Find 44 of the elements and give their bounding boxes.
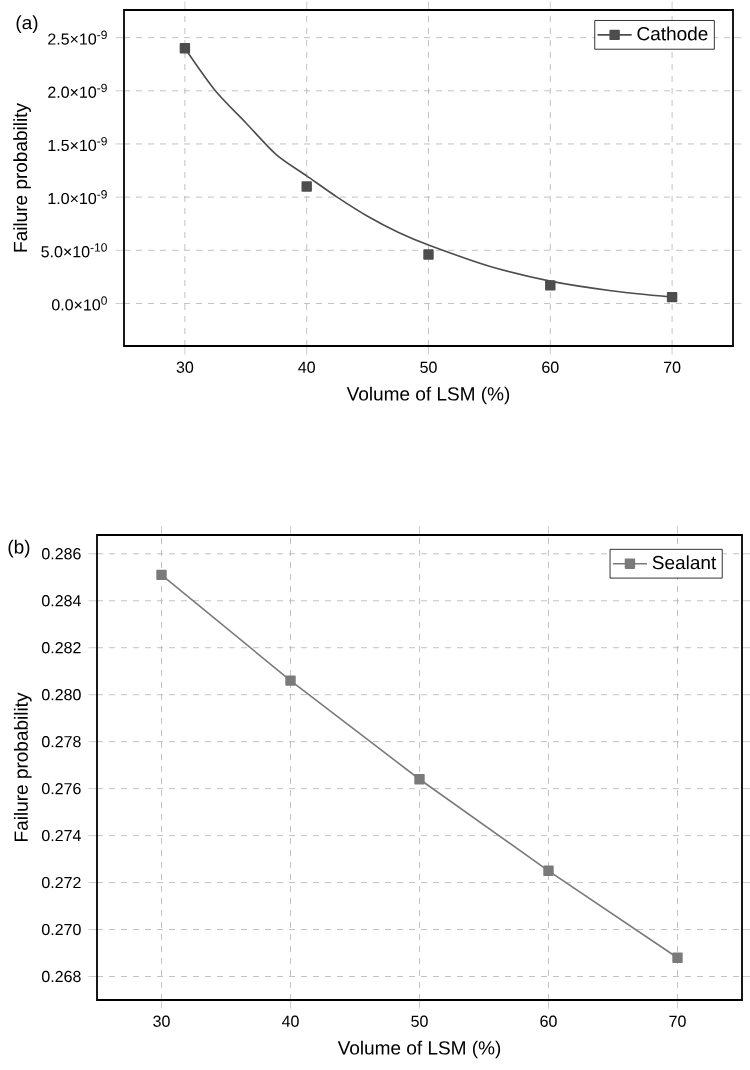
x-tick-label: 50	[420, 361, 437, 373]
y-tick-label: 2.0×10$^{-9}$	[48, 83, 107, 98]
y-tick-label: 0.272	[41, 876, 81, 889]
legend-label: Sealant	[652, 555, 717, 570]
point	[672, 952, 683, 963]
point	[285, 675, 296, 686]
y-tick-label: 0.284	[41, 595, 81, 607]
y-tick-label: 0.270	[41, 923, 81, 936]
y-axis-title: Failure probability	[13, 692, 32, 841]
point	[543, 865, 554, 877]
y-tick-label: 0.286	[41, 548, 81, 560]
x-tick-label: 60	[542, 361, 559, 373]
y-tick-label: 1.0×10$^{-9}$	[48, 190, 107, 205]
x-tick-label: 40	[298, 361, 315, 373]
point	[301, 181, 312, 192]
x-axis-title: Volume of LSM (%)	[337, 1040, 501, 1059]
y-tick-label: 1.5×10$^{-9}$	[48, 136, 107, 152]
point	[666, 291, 678, 303]
y-tick-label: 0.276	[41, 782, 81, 795]
y-tick-label: 0.0×10$^{0}$	[51, 296, 107, 311]
y-tick-label: 0.268	[41, 970, 81, 983]
y-tick-label: 0.280	[41, 689, 81, 701]
legend-label: Cathode	[637, 26, 708, 41]
y-tick-label: 2.5×10$^{-9}$	[48, 30, 107, 45]
text: (a)	[16, 15, 38, 34]
y-tick-label: 0.274	[41, 829, 81, 842]
point	[414, 774, 425, 785]
x-tick-label: 30	[153, 1015, 170, 1027]
text: (b)	[8, 539, 30, 558]
x-axis-title: Volume of LSM (%)	[346, 386, 510, 405]
x-tick-label: 50	[411, 1015, 428, 1027]
x-tick-label: 30	[176, 361, 194, 373]
point	[156, 569, 167, 581]
y-tick-label: 0.282	[41, 642, 81, 654]
point	[179, 43, 191, 54]
y-tick-label: 5.0×10$^{-10}$	[41, 243, 107, 258]
point	[545, 280, 556, 291]
y-tick-label: 0.278	[41, 736, 81, 748]
x-tick-label: 60	[540, 1015, 557, 1027]
x-tick-label: 70	[664, 361, 681, 373]
y-axis-title: Failure probability	[13, 103, 31, 252]
point	[423, 249, 434, 260]
x-tick-label: 70	[669, 1015, 686, 1027]
x-tick-label: 40	[281, 1015, 299, 1027]
